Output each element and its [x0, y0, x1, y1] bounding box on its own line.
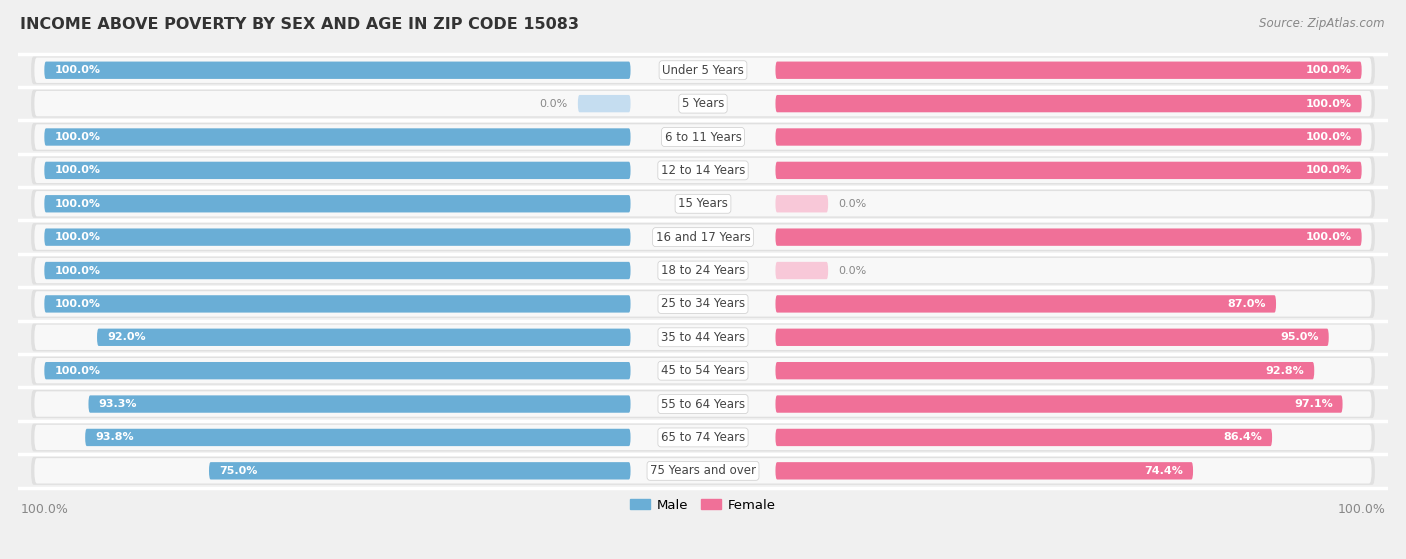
Text: 100.0%: 100.0% — [1306, 132, 1351, 142]
FancyBboxPatch shape — [89, 395, 630, 413]
Text: 6 to 11 Years: 6 to 11 Years — [665, 130, 741, 144]
Text: 100.0%: 100.0% — [55, 266, 100, 276]
Text: 15 Years: 15 Years — [678, 197, 728, 210]
Text: 100.0%: 100.0% — [55, 199, 100, 209]
Text: 100.0%: 100.0% — [1306, 98, 1351, 108]
FancyBboxPatch shape — [31, 390, 1375, 418]
FancyBboxPatch shape — [31, 56, 1375, 84]
FancyBboxPatch shape — [34, 58, 1372, 83]
Text: 45 to 54 Years: 45 to 54 Years — [661, 364, 745, 377]
Text: 12 to 14 Years: 12 to 14 Years — [661, 164, 745, 177]
FancyBboxPatch shape — [34, 158, 1372, 183]
FancyBboxPatch shape — [776, 462, 1194, 480]
Text: Source: ZipAtlas.com: Source: ZipAtlas.com — [1260, 17, 1385, 30]
FancyBboxPatch shape — [776, 362, 1315, 380]
FancyBboxPatch shape — [34, 425, 1372, 450]
Text: 25 to 34 Years: 25 to 34 Years — [661, 297, 745, 310]
FancyBboxPatch shape — [45, 362, 630, 380]
FancyBboxPatch shape — [31, 157, 1375, 184]
FancyBboxPatch shape — [31, 323, 1375, 351]
Text: 97.1%: 97.1% — [1294, 399, 1333, 409]
Text: 100.0%: 100.0% — [1306, 165, 1351, 176]
FancyBboxPatch shape — [776, 129, 1361, 146]
FancyBboxPatch shape — [209, 462, 630, 480]
FancyBboxPatch shape — [45, 295, 630, 312]
Text: 55 to 64 Years: 55 to 64 Years — [661, 397, 745, 410]
Text: 0.0%: 0.0% — [540, 98, 568, 108]
FancyBboxPatch shape — [34, 325, 1372, 350]
Text: 35 to 44 Years: 35 to 44 Years — [661, 331, 745, 344]
FancyBboxPatch shape — [31, 357, 1375, 385]
FancyBboxPatch shape — [776, 61, 1361, 79]
Text: 18 to 24 Years: 18 to 24 Years — [661, 264, 745, 277]
FancyBboxPatch shape — [31, 223, 1375, 251]
FancyBboxPatch shape — [45, 229, 630, 246]
FancyBboxPatch shape — [776, 229, 1361, 246]
FancyBboxPatch shape — [45, 61, 630, 79]
FancyBboxPatch shape — [776, 262, 828, 279]
Text: 92.8%: 92.8% — [1265, 366, 1305, 376]
Text: 75 Years and over: 75 Years and over — [650, 465, 756, 477]
Text: 100.0%: 100.0% — [55, 232, 100, 242]
FancyBboxPatch shape — [776, 395, 1343, 413]
Text: 16 and 17 Years: 16 and 17 Years — [655, 231, 751, 244]
FancyBboxPatch shape — [776, 329, 1329, 346]
FancyBboxPatch shape — [45, 129, 630, 146]
FancyBboxPatch shape — [45, 262, 630, 279]
FancyBboxPatch shape — [31, 290, 1375, 318]
Text: 100.0%: 100.0% — [1306, 232, 1351, 242]
FancyBboxPatch shape — [34, 191, 1372, 216]
FancyBboxPatch shape — [776, 95, 1361, 112]
Text: 100.0%: 100.0% — [55, 132, 100, 142]
FancyBboxPatch shape — [776, 429, 1272, 446]
FancyBboxPatch shape — [34, 124, 1372, 150]
FancyBboxPatch shape — [45, 195, 630, 212]
Text: 93.3%: 93.3% — [98, 399, 136, 409]
Text: 95.0%: 95.0% — [1281, 332, 1319, 342]
FancyBboxPatch shape — [776, 195, 828, 212]
Text: 0.0%: 0.0% — [838, 266, 866, 276]
FancyBboxPatch shape — [31, 257, 1375, 285]
FancyBboxPatch shape — [86, 429, 630, 446]
FancyBboxPatch shape — [34, 91, 1372, 116]
FancyBboxPatch shape — [34, 458, 1372, 484]
FancyBboxPatch shape — [776, 162, 1361, 179]
Text: 100.0%: 100.0% — [55, 366, 100, 376]
FancyBboxPatch shape — [31, 457, 1375, 485]
FancyBboxPatch shape — [34, 258, 1372, 283]
Text: INCOME ABOVE POVERTY BY SEX AND AGE IN ZIP CODE 15083: INCOME ABOVE POVERTY BY SEX AND AGE IN Z… — [20, 17, 579, 32]
Text: 5 Years: 5 Years — [682, 97, 724, 110]
Text: 65 to 74 Years: 65 to 74 Years — [661, 431, 745, 444]
Text: Under 5 Years: Under 5 Years — [662, 64, 744, 77]
Text: 75.0%: 75.0% — [219, 466, 257, 476]
Text: 74.4%: 74.4% — [1144, 466, 1184, 476]
FancyBboxPatch shape — [31, 423, 1375, 452]
Text: 86.4%: 86.4% — [1223, 433, 1263, 442]
FancyBboxPatch shape — [97, 329, 630, 346]
FancyBboxPatch shape — [31, 89, 1375, 117]
Text: 93.8%: 93.8% — [96, 433, 134, 442]
FancyBboxPatch shape — [34, 291, 1372, 316]
FancyBboxPatch shape — [45, 162, 630, 179]
FancyBboxPatch shape — [34, 358, 1372, 383]
Text: 92.0%: 92.0% — [107, 332, 146, 342]
FancyBboxPatch shape — [31, 190, 1375, 218]
Text: 100.0%: 100.0% — [55, 165, 100, 176]
Text: 100.0%: 100.0% — [55, 65, 100, 75]
Text: 100.0%: 100.0% — [55, 299, 100, 309]
FancyBboxPatch shape — [34, 225, 1372, 250]
Text: 100.0%: 100.0% — [1306, 65, 1351, 75]
Text: 0.0%: 0.0% — [838, 199, 866, 209]
Legend: Male, Female: Male, Female — [626, 494, 780, 517]
Text: 87.0%: 87.0% — [1227, 299, 1267, 309]
FancyBboxPatch shape — [776, 295, 1277, 312]
FancyBboxPatch shape — [31, 123, 1375, 151]
FancyBboxPatch shape — [34, 391, 1372, 417]
FancyBboxPatch shape — [578, 95, 630, 112]
